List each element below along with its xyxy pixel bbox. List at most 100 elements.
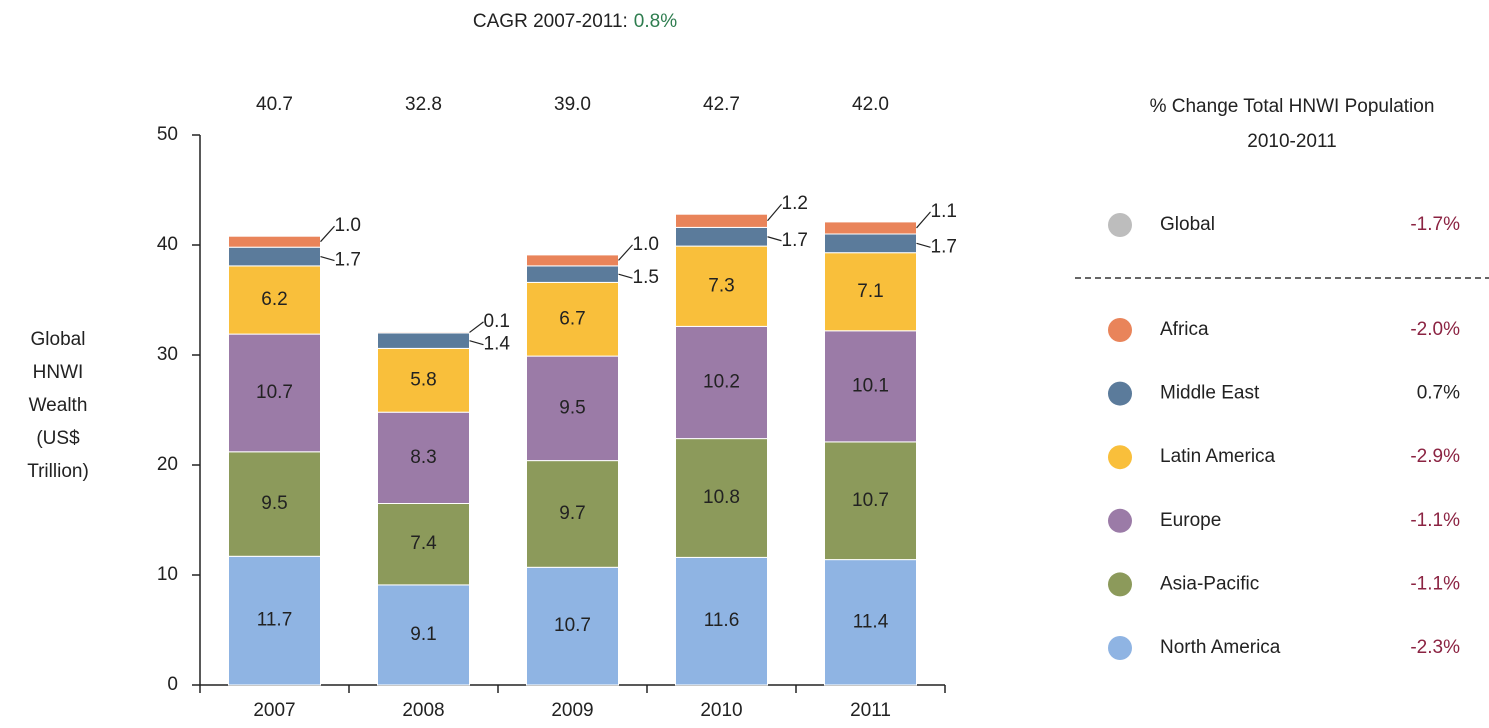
value-label: 0.1 xyxy=(484,311,510,332)
legend-label: Global xyxy=(1160,214,1215,235)
total-label: 32.8 xyxy=(405,94,442,115)
legend-change: -1.7% xyxy=(1410,214,1460,235)
y-axis-label: Global HNWI Wealth (US$ Trillion) xyxy=(27,329,89,482)
total-label: 40.7 xyxy=(256,94,293,115)
total-label: 39.0 xyxy=(554,94,591,115)
legend-label: Africa xyxy=(1160,319,1209,340)
y-axis-label-line: Wealth xyxy=(29,395,88,416)
total-label: 42.0 xyxy=(852,94,889,115)
y-axis-label-line: (US$ xyxy=(36,428,80,449)
label-leader xyxy=(767,236,782,242)
value-label: 8.3 xyxy=(410,447,436,468)
bar-segment xyxy=(228,451,321,557)
bar-segment xyxy=(526,566,619,686)
value-label: 11.6 xyxy=(704,610,740,631)
value-label: 1.0 xyxy=(633,234,659,255)
bar-segment xyxy=(824,441,917,561)
legend-title: % Change Total HNWI Population xyxy=(1150,96,1435,117)
legend-swatch xyxy=(1108,318,1132,342)
value-label: 1.0 xyxy=(335,215,361,236)
x-tick-label: 2011 xyxy=(850,700,891,721)
value-label: 1.4 xyxy=(484,334,511,355)
value-label: 5.8 xyxy=(410,369,436,390)
legend-title: 2010-2011 xyxy=(1247,131,1336,152)
y-tick-label: 0 xyxy=(167,674,178,695)
label-leader xyxy=(916,211,931,229)
legend-label: Middle East xyxy=(1160,383,1260,404)
legend-swatch xyxy=(1108,508,1132,533)
bar-segment xyxy=(675,325,768,440)
legend-change: -1.1% xyxy=(1410,510,1460,531)
value-label: 9.1 xyxy=(410,624,436,645)
bar-segment xyxy=(824,233,917,254)
value-label: 10.1 xyxy=(852,375,889,396)
title-value: 0.8% xyxy=(634,11,677,32)
bar-segment xyxy=(675,226,768,247)
label-leader xyxy=(469,340,484,346)
value-label: 1.7 xyxy=(931,236,957,257)
value-label: 10.7 xyxy=(256,382,293,403)
value-label: 9.7 xyxy=(559,503,585,524)
y-tick-label: 20 xyxy=(157,454,178,475)
label-leader xyxy=(618,244,633,261)
bar-segment xyxy=(377,503,470,586)
x-tick-label: 2009 xyxy=(551,700,593,721)
value-label: 1.7 xyxy=(782,230,808,251)
bar-segment xyxy=(526,281,619,357)
bar-segment xyxy=(526,254,619,267)
x-tick-label: 2008 xyxy=(402,700,444,721)
label-leader xyxy=(618,273,633,279)
bar-segment xyxy=(377,584,470,686)
bar-segment xyxy=(824,252,917,332)
bar-segment xyxy=(228,555,321,686)
chart-title: CAGR 2007-2011: 0.8% xyxy=(473,11,677,32)
y-axis-label-line: Global xyxy=(31,329,86,350)
legend-label: Europe xyxy=(1160,510,1221,531)
label-leader xyxy=(469,321,484,333)
y-axis-label-line: HNWI xyxy=(33,362,84,383)
legend-change: -2.0% xyxy=(1410,319,1460,340)
bar-segment xyxy=(228,235,321,248)
legend-change: -2.3% xyxy=(1410,637,1460,658)
value-label: 1.2 xyxy=(782,193,808,214)
value-label: 7.1 xyxy=(857,281,883,302)
legend-swatch xyxy=(1108,636,1132,660)
value-label: 11.7 xyxy=(257,610,293,631)
bar-segment xyxy=(377,347,470,413)
legend-label: Asia-Pacific xyxy=(1160,573,1259,594)
bar-segment xyxy=(526,355,619,462)
bar-segment xyxy=(675,245,768,327)
value-label: 10.7 xyxy=(554,615,591,636)
value-label: 6.7 xyxy=(559,308,585,329)
value-label: 7.4 xyxy=(410,533,437,554)
legend-swatch xyxy=(1108,445,1132,470)
value-label: 1.7 xyxy=(335,250,361,271)
legend-label: Latin America xyxy=(1160,446,1276,467)
value-label: 1.5 xyxy=(633,267,659,288)
legend-change: -2.9% xyxy=(1410,446,1460,467)
bar-segment xyxy=(377,411,470,505)
x-tick-label: 2010 xyxy=(700,700,742,721)
bar-segment xyxy=(824,221,917,235)
value-label: 10.7 xyxy=(852,490,889,511)
y-tick-label: 30 xyxy=(157,344,178,365)
label-leader xyxy=(320,225,335,243)
legend-label: North America xyxy=(1160,637,1281,658)
bar-segment xyxy=(228,246,321,267)
value-label: 10.8 xyxy=(703,487,740,508)
value-label: 9.5 xyxy=(261,493,287,514)
legend-swatch xyxy=(1108,381,1132,406)
bar-segment xyxy=(824,330,917,443)
value-label: 1.1 xyxy=(931,201,957,222)
value-label: 10.2 xyxy=(703,372,740,393)
legend-swatch xyxy=(1108,572,1132,597)
y-tick-label: 10 xyxy=(157,564,178,585)
bar-segment xyxy=(377,331,470,334)
bar-segment xyxy=(675,213,768,228)
label-leader xyxy=(320,255,335,262)
bar-segment xyxy=(526,460,619,568)
label-leader xyxy=(916,242,931,248)
total-label: 42.7 xyxy=(703,94,740,115)
